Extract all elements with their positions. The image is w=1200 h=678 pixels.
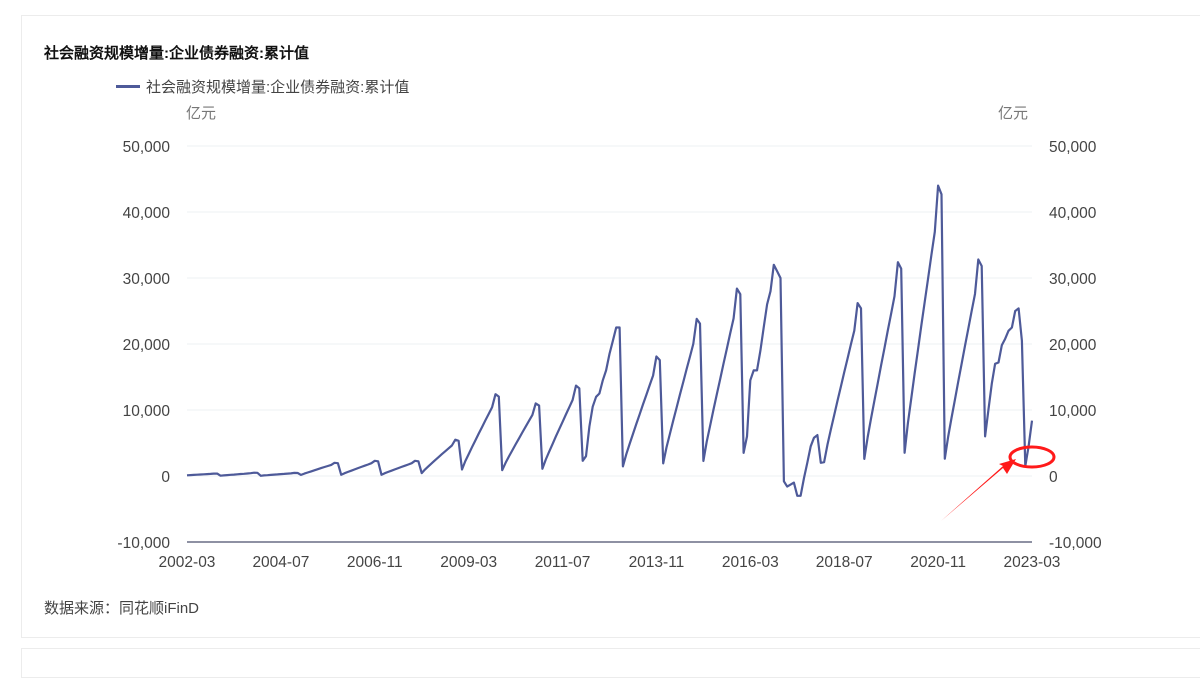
- svg-text:-10,000: -10,000: [117, 535, 170, 552]
- svg-text:2020-11: 2020-11: [910, 554, 966, 571]
- svg-text:40,000: 40,000: [123, 205, 171, 222]
- x-axis: 2002-03 2004-07 2006-11 2009-03 2011-07 2013-…: [159, 554, 1061, 571]
- legend-item[interactable]: 社会融资规模增量:企业债券融资:累计值: [116, 76, 409, 97]
- svg-text:30,000: 30,000: [123, 271, 171, 288]
- svg-text:50,000: 50,000: [123, 139, 171, 156]
- legend-line-icon: [116, 85, 140, 88]
- svg-text:2016-03: 2016-03: [722, 554, 779, 571]
- svg-text:2023-03: 2023-03: [1004, 554, 1061, 571]
- line-chart[interactable]: 50,000 40,000 30,000 20,000 10,000 0 -10,000 5…: [0, 0, 1200, 659]
- svg-text:2004-07: 2004-07: [252, 554, 309, 571]
- svg-text:30,000: 30,000: [1049, 271, 1097, 288]
- svg-text:50,000: 50,000: [1049, 139, 1097, 156]
- svg-text:2006-11: 2006-11: [347, 554, 403, 571]
- series-line[interactable]: [186, 184, 1034, 497]
- highlight-annotation: [941, 445, 1056, 521]
- highlight-ellipse: [1008, 445, 1056, 469]
- right-y-axis: 50,000 40,000 30,000 20,000 10,000 0 -10,000: [1049, 139, 1102, 552]
- svg-text:2002-03: 2002-03: [159, 554, 216, 571]
- arrow-icon: [941, 459, 1016, 521]
- svg-text:10,000: 10,000: [123, 403, 171, 420]
- svg-text:2013-11: 2013-11: [629, 554, 685, 571]
- svg-text:10,000: 10,000: [1049, 403, 1097, 420]
- chart-card: [21, 15, 1200, 638]
- svg-text:0: 0: [1049, 469, 1058, 486]
- gridlines: [187, 145, 1032, 543]
- svg-text:20,000: 20,000: [123, 337, 171, 354]
- svg-text:0: 0: [161, 469, 170, 486]
- svg-text:20,000: 20,000: [1049, 337, 1097, 354]
- data-source: 数据来源：同花顺iFinD: [44, 600, 200, 617]
- chart-title: 社会融资规模增量:企业债券融资:累计值: [44, 45, 309, 62]
- svg-text:40,000: 40,000: [1049, 205, 1097, 222]
- svg-text:-10,000: -10,000: [1049, 535, 1102, 552]
- svg-text:2011-07: 2011-07: [535, 554, 591, 571]
- svg-text:2018-07: 2018-07: [816, 554, 873, 571]
- left-axis-unit: 亿元: [186, 105, 217, 122]
- legend-label: 社会融资规模增量:企业债券融资:累计值: [146, 79, 410, 96]
- left-y-axis: 50,000 40,000 30,000 20,000 10,000 0 -10,000: [117, 139, 170, 552]
- right-axis-unit: 亿元: [998, 105, 1029, 122]
- svg-text:2009-03: 2009-03: [440, 554, 497, 571]
